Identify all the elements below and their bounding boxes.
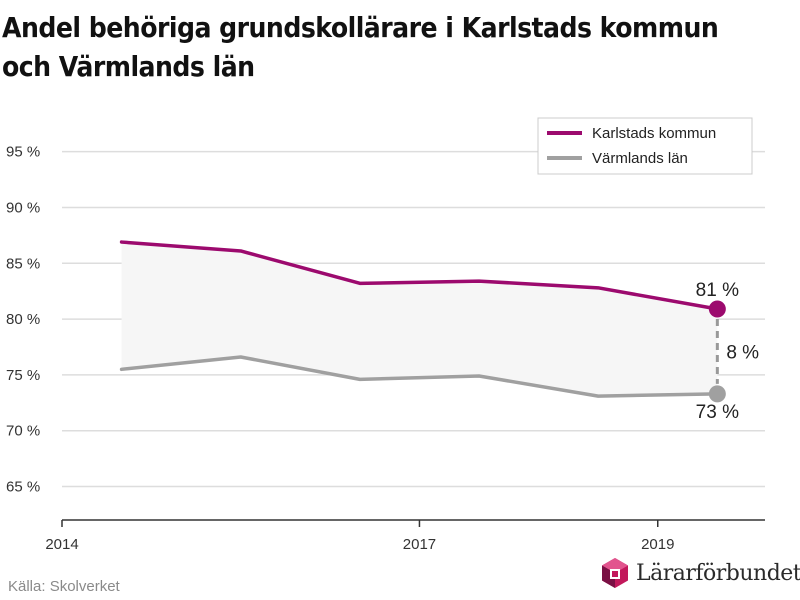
y-tick-label: 90 % [6, 199, 40, 216]
gap-band [121, 242, 718, 397]
source-note: Källa: Skolverket [8, 578, 120, 595]
y-tick-label: 70 % [6, 423, 40, 440]
gap-area [121, 242, 718, 397]
y-tick-label: 85 % [6, 255, 40, 272]
y-tick-label: 75 % [6, 367, 40, 384]
label-difference: 8 % [726, 342, 759, 363]
hexagon-logo-icon [602, 558, 628, 588]
x-tick-label: 2017 [403, 536, 436, 553]
y-axis-labels: 65 % 70 % 75 % 80 % 85 % 90 % 95 % [6, 144, 40, 496]
legend-label: Värmlands län [592, 150, 688, 167]
y-tick-label: 80 % [6, 311, 40, 328]
label-varmland-last: 73 % [696, 402, 739, 423]
legend-label: Karlstads kommun [592, 125, 716, 142]
annotations: 81 % 73 % 8 % [696, 280, 760, 423]
legend-box [537, 117, 753, 175]
x-tick-label: 2014 [45, 536, 78, 553]
publisher-logo: Lärarförbundet [600, 557, 800, 589]
logo-text: Lärarförbundet [636, 560, 800, 586]
y-tick-label: 65 % [6, 479, 40, 496]
series-lines [119, 240, 726, 403]
y-tick-label: 95 % [6, 144, 40, 161]
label-karlstad-last: 81 % [696, 280, 739, 301]
legend: Karlstads kommun Värmlands län [537, 117, 753, 175]
x-axis: 2014 2017 2019 [45, 519, 765, 553]
x-tick-label: 2019 [641, 536, 674, 553]
chart-title: Andel behöriga grundskollärare i Karlsta… [2, 11, 719, 83]
karlstad-line [119, 240, 720, 311]
varmland-line [119, 355, 720, 398]
karlstad-end-point [708, 300, 726, 318]
varmland-end-point [708, 385, 726, 403]
